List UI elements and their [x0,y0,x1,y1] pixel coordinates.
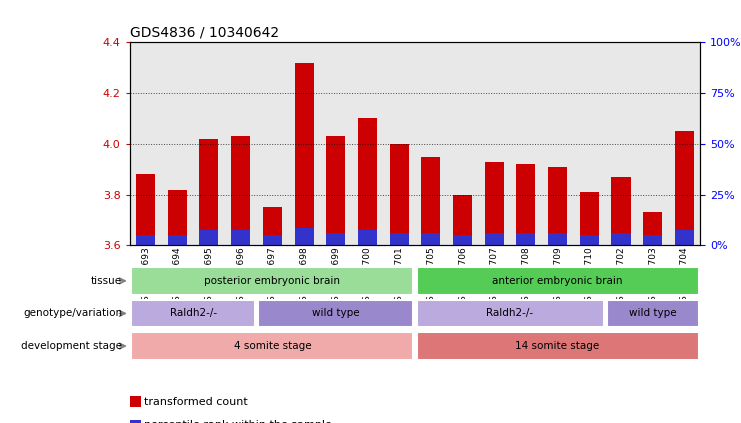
Bar [136,174,155,245]
FancyBboxPatch shape [416,332,699,360]
Bar [579,235,599,245]
Bar [611,233,631,245]
FancyBboxPatch shape [416,300,604,327]
Bar [231,230,250,245]
Bar [358,118,377,245]
Bar [516,164,536,245]
Text: wild type: wild type [629,308,677,319]
Text: 4 somite stage: 4 somite stage [233,341,311,351]
FancyBboxPatch shape [131,300,255,327]
Bar [136,235,155,245]
Bar [199,230,219,245]
Text: anterior embryonic brain: anterior embryonic brain [492,276,623,286]
Text: GDS4836 / 10340642: GDS4836 / 10340642 [130,26,279,40]
Text: genotype/variation: genotype/variation [23,308,122,319]
Bar [294,63,313,245]
Bar [390,233,408,245]
Text: posterior embryonic brain: posterior embryonic brain [205,276,340,286]
FancyBboxPatch shape [416,267,699,294]
Bar [167,235,187,245]
Bar [422,157,440,245]
FancyBboxPatch shape [607,300,699,327]
Bar [231,136,250,245]
Bar [199,139,219,245]
Text: Raldh2-/-: Raldh2-/- [170,308,216,319]
Bar [294,228,313,245]
Bar [390,144,408,245]
Text: 14 somite stage: 14 somite stage [516,341,599,351]
Text: Raldh2-/-: Raldh2-/- [487,308,534,319]
Bar [516,233,536,245]
Text: tissue: tissue [91,276,122,286]
Bar [263,207,282,245]
Text: development stage: development stage [21,341,122,351]
Bar [675,131,694,245]
Bar [326,136,345,245]
Bar [422,233,440,245]
Text: percentile rank within the sample: percentile rank within the sample [144,420,333,423]
Bar [485,233,504,245]
Bar [643,235,662,245]
Bar [485,162,504,245]
Bar [453,235,472,245]
Bar [579,192,599,245]
Bar [548,233,567,245]
FancyBboxPatch shape [258,300,413,327]
Bar [326,233,345,245]
FancyBboxPatch shape [131,267,413,294]
Text: transformed count: transformed count [144,397,248,407]
Bar [675,230,694,245]
Bar [263,235,282,245]
FancyBboxPatch shape [131,332,413,360]
Text: wild type: wild type [312,308,359,319]
Bar [453,195,472,245]
Bar [643,212,662,245]
Bar [548,167,567,245]
Bar [167,190,187,245]
Bar [611,177,631,245]
Bar [358,230,377,245]
